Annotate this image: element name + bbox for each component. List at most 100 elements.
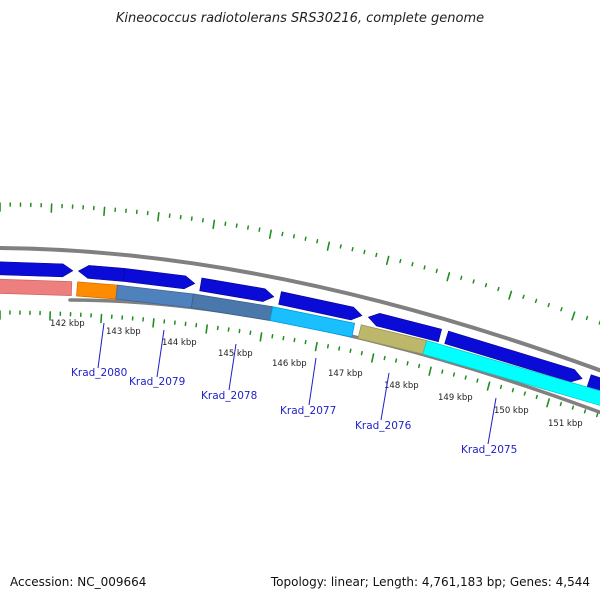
top-tick-48 xyxy=(547,302,550,308)
bottom-tick-53 xyxy=(583,409,587,414)
bottom-tick-54 xyxy=(595,412,599,418)
bottom-tick-10 xyxy=(100,313,103,324)
bottom-tick-45 xyxy=(486,381,491,391)
top-tick-51 xyxy=(585,315,589,321)
gene-label-krad-2079: Krad_2079 xyxy=(129,376,185,388)
top-tick-45 xyxy=(508,290,513,300)
bottom-tick-29 xyxy=(304,339,307,345)
top-tick-10 xyxy=(103,206,106,217)
top-tick-28 xyxy=(304,236,307,241)
bottom-tick-44 xyxy=(476,378,479,383)
tick-label-149: 149 kbp xyxy=(438,393,473,403)
genome-title: Kineococcus radiotolerans SRS30216, comp… xyxy=(116,11,484,26)
feature-band-2 xyxy=(76,281,118,300)
top-tick-34 xyxy=(375,252,378,258)
bottom-tick-41 xyxy=(441,369,444,374)
feature-band-1 xyxy=(0,278,73,296)
bottom-tick-42 xyxy=(452,372,456,377)
bottom-tick-38 xyxy=(406,361,409,366)
top-tick-35 xyxy=(385,255,390,266)
top-tick-43 xyxy=(484,282,488,288)
top-tick-24 xyxy=(258,227,261,232)
tick-label-142: 142 kbp xyxy=(50,319,85,329)
gene-label-krad-2077: Krad_2077 xyxy=(280,405,336,417)
gene-label-krad-2080: Krad_2080 xyxy=(71,367,127,379)
bottom-tick-28 xyxy=(293,337,296,343)
gene-label-line-krad-2075 xyxy=(487,397,497,445)
top-tick-42 xyxy=(472,279,475,284)
bottom-tick-49 xyxy=(535,394,538,400)
top-tick-47 xyxy=(534,298,538,304)
gene-label-krad-2075: Krad_2075 xyxy=(461,444,517,456)
gene-labels: Krad_2080 Krad_2079 Krad_2078 Krad_2077 … xyxy=(71,367,517,456)
bottom-tick-50 xyxy=(546,398,550,408)
top-tick-30 xyxy=(326,241,331,251)
top-tick-31 xyxy=(339,244,342,249)
top-tick-23 xyxy=(247,225,250,230)
bottom-tick-32 xyxy=(338,346,341,351)
bottom-tick-30 xyxy=(314,341,318,352)
top-tick-50 xyxy=(571,311,576,321)
gene-label-krad-2078: Krad_2078 xyxy=(201,390,257,402)
gene-label-line-krad-2078 xyxy=(228,343,237,391)
upper-gray-guide xyxy=(0,246,600,373)
bottom-tick-43 xyxy=(464,375,467,380)
bottom-tick-27 xyxy=(282,335,285,341)
top-tick-46 xyxy=(522,294,525,299)
bottom-tick-34 xyxy=(360,350,363,356)
tick-label-150: 150 kbp xyxy=(494,406,529,416)
bottom-tick-25 xyxy=(259,332,263,342)
tick-label-145: 145 kbp xyxy=(218,349,253,359)
bottom-tick-36 xyxy=(383,355,386,361)
gene-arrow-4 xyxy=(199,277,275,302)
top-tick-49 xyxy=(560,307,563,312)
bottom-tick-33 xyxy=(349,348,352,353)
top-tick-15 xyxy=(157,212,160,222)
tick-label-148: 148 kbp xyxy=(384,381,419,391)
tick-label-147: 147 kbp xyxy=(328,369,363,379)
bottom-tick-track xyxy=(0,310,599,418)
top-tick-26 xyxy=(281,231,284,237)
tick-label-144: 144 kbp xyxy=(162,338,197,348)
top-tick-27 xyxy=(292,234,296,239)
bottom-tick-20 xyxy=(205,324,208,334)
bottom-tick-15 xyxy=(152,318,155,328)
top-tick-20 xyxy=(212,219,216,230)
feature-band-track xyxy=(0,278,600,406)
gene-label-krad-2076: Krad_2076 xyxy=(355,420,412,432)
top-tick-22 xyxy=(235,223,238,228)
gene-arrow-7 xyxy=(444,330,583,383)
top-tick-39 xyxy=(435,268,438,274)
top-tick-41 xyxy=(460,275,463,281)
gene-label-lines xyxy=(97,322,497,445)
gene-label-line-krad-2077 xyxy=(308,357,317,406)
tick-label-143: 143 kbp xyxy=(106,327,141,337)
gene-label-line-krad-2080 xyxy=(97,322,105,369)
top-tick-38 xyxy=(423,265,426,270)
gene-arrow-2 xyxy=(77,265,126,282)
bottom-tick-31 xyxy=(326,344,329,349)
gene-label-line-krad-2076 xyxy=(380,372,390,421)
accession-label: Accession: NC_009664 xyxy=(10,575,146,589)
axis-labels: 142 kbp 143 kbp 144 kbp 145 kbp 146 kbp … xyxy=(50,319,583,429)
bottom-tick-51 xyxy=(559,401,562,407)
top-tick-40 xyxy=(446,272,451,282)
feature-band-5 xyxy=(269,306,356,338)
top-tick-29 xyxy=(316,238,319,244)
bottom-tick-52 xyxy=(571,405,575,410)
top-tick-track xyxy=(0,202,600,325)
genome-summary: Topology: linear; Length: 4,761,183 bp; … xyxy=(270,575,590,589)
bottom-tick-39 xyxy=(418,363,421,369)
gene-arrow-6 xyxy=(367,313,442,343)
bottom-tick-46 xyxy=(499,384,503,390)
gene-arrow-3 xyxy=(123,268,196,290)
gene-arrow-8 xyxy=(586,374,600,392)
tick-label-151: 151 kbp xyxy=(548,419,583,429)
top-tick-33 xyxy=(363,249,366,255)
bottom-tick-40 xyxy=(428,366,432,376)
bottom-tick-37 xyxy=(394,358,398,363)
gene-arrow-1 xyxy=(0,261,74,278)
tick-label-146: 146 kbp xyxy=(272,359,307,369)
top-tick-36 xyxy=(399,258,402,264)
